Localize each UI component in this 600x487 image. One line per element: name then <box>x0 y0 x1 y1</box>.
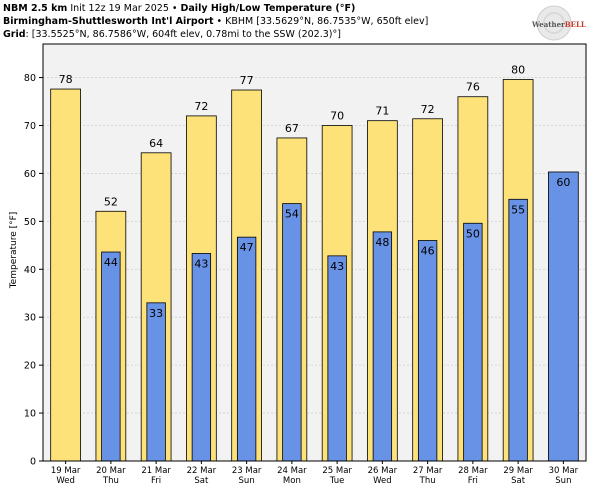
grid-lines <box>43 77 586 414</box>
x-tick-day: Wed <box>373 476 392 486</box>
x-tick-day: Tue <box>329 476 345 486</box>
low-temp-bar <box>372 231 393 462</box>
high-temp-label: 78 <box>59 73 73 86</box>
low-temp-label: 54 <box>285 208 299 221</box>
x-tick-date: 20 Mar <box>96 466 126 476</box>
y-tick-label: 20 <box>24 361 36 372</box>
y-tick-label: 70 <box>24 121 36 132</box>
x-tick-day: Wed <box>56 476 75 486</box>
high-temp-label: 67 <box>285 122 299 135</box>
low-temp-bar <box>508 198 528 462</box>
y-tick-label: 10 <box>24 409 36 420</box>
high-temp-label: 71 <box>375 105 389 118</box>
station-info: • KBHM [33.5629°N, 86.7535°W, 650ft elev… <box>213 16 429 27</box>
low-temp-bar <box>327 255 347 462</box>
x-tick-day: Fri <box>151 476 161 486</box>
x-tick-day: Sun <box>555 476 571 486</box>
grid-info: : [33.5525°N, 86.7586°W, 604ft elev, 0.7… <box>25 29 341 40</box>
x-tick-date: 23 Mar <box>232 466 262 476</box>
weatherbell-logo: WeatherBELL <box>531 5 586 41</box>
x-tick-day: Sat <box>194 476 209 486</box>
x-tick-day: Fri <box>468 476 478 486</box>
header-line-grid: Grid: [33.5525°N, 86.7586°W, 604ft elev,… <box>3 28 428 41</box>
model-name: NBM 2.5 km <box>3 3 68 14</box>
low-temp-bar <box>236 236 257 462</box>
y-axis: 0 10 20 30 40 50 60 70 80 <box>24 73 43 468</box>
svg-text:WeatherBELL: WeatherBELL <box>531 20 586 29</box>
high-temp-label: 64 <box>149 137 163 150</box>
low-temp-bar <box>417 240 438 462</box>
x-tick-date: 19 Mar <box>51 466 81 476</box>
x-tick-date: 24 Mar <box>277 466 307 476</box>
y-axis-label: Temperature [°F] <box>9 212 19 290</box>
x-tick-date: 30 Mar <box>549 466 579 476</box>
high-temp-label: 72 <box>194 100 208 113</box>
x-tick-date: 25 Mar <box>322 466 352 476</box>
x-tick-date: 21 Mar <box>141 466 171 476</box>
x-tick-date: 26 Mar <box>368 466 398 476</box>
low-temp-label: 43 <box>194 257 208 270</box>
y-tick-label: 30 <box>24 313 36 324</box>
x-tick-day: Sun <box>239 476 255 486</box>
plot-area <box>43 44 586 461</box>
high-temp-bar <box>50 88 81 462</box>
low-temp-bar <box>146 302 166 462</box>
x-tick-date: 28 Mar <box>458 466 488 476</box>
value-labels: 78 52 44 64 33 72 43 77 47 67 54 70 43 71 48 72 46 76 50 80… <box>59 63 571 319</box>
x-tick-date: 22 Mar <box>187 466 217 476</box>
y-tick-label: 80 <box>24 73 36 84</box>
low-temp-label: 46 <box>421 245 435 258</box>
high-temp-label: 70 <box>330 109 344 122</box>
high-temp-label: 52 <box>104 195 118 208</box>
header-line-model: NBM 2.5 km Init 12z 19 Mar 2025 • Daily … <box>3 2 428 15</box>
low-temp-label: 60 <box>556 176 570 189</box>
y-tick-label: 40 <box>24 265 36 276</box>
x-tick-day: Thu <box>102 476 119 486</box>
grid-label: Grid <box>3 29 26 40</box>
high-temp-label: 76 <box>466 81 480 94</box>
high-temp-label: 77 <box>240 74 254 87</box>
low-temp-label: 33 <box>149 307 163 320</box>
chart-title: Daily High/Low Temperature (°F) <box>180 3 356 14</box>
x-tick-day: Sat <box>511 476 526 486</box>
chart-header: NBM 2.5 km Init 12z 19 Mar 2025 • Daily … <box>3 2 428 41</box>
x-tick-day: Mon <box>283 476 301 486</box>
x-tick-date: 29 Mar <box>503 466 533 476</box>
y-tick-label: 0 <box>30 457 36 468</box>
low-temp-label: 55 <box>511 203 525 216</box>
high-temp-label: 80 <box>511 63 525 76</box>
low-temp-bar <box>548 171 579 462</box>
low-temp-bar <box>282 203 302 462</box>
low-temp-label: 43 <box>330 260 344 273</box>
bars <box>50 79 579 462</box>
x-tick-day: Thu <box>419 476 436 486</box>
high-temp-label: 72 <box>421 103 435 116</box>
station-name: Birmingham-Shuttlesworth Int'l Airport <box>3 16 214 27</box>
low-temp-bar <box>191 253 212 462</box>
low-temp-bar <box>101 251 121 462</box>
y-tick-label: 50 <box>24 217 36 228</box>
low-temp-label: 50 <box>466 227 480 240</box>
low-temp-label: 47 <box>240 241 254 254</box>
low-temp-label: 44 <box>104 256 118 269</box>
low-temp-bar <box>463 222 483 462</box>
header-line-station: Birmingham-Shuttlesworth Int'l Airport •… <box>3 15 428 28</box>
plot-frame <box>42 43 587 462</box>
low-temp-label: 48 <box>375 236 389 249</box>
y-tick-label: 60 <box>24 169 36 180</box>
init-time: Init 12z 19 Mar 2025 • <box>67 3 181 14</box>
x-tick-date: 27 Mar <box>413 466 443 476</box>
